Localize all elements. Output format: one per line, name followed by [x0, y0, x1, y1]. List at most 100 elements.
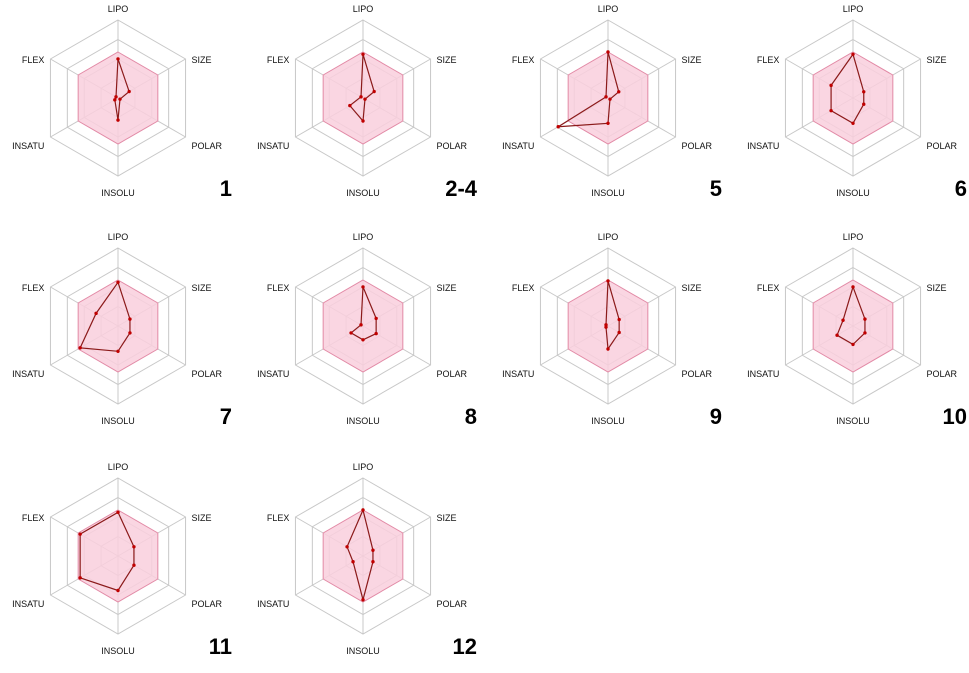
data-point-flex: [829, 83, 833, 88]
radar-chart: LIPO SIZE POLAR INSOLU INSATU FLEX: [502, 232, 712, 426]
data-point-size: [372, 89, 376, 94]
axis-label-lipo: LIPO: [843, 4, 864, 14]
data-point-insolu: [851, 342, 855, 347]
compound-label: 7: [219, 404, 232, 429]
data-point-insatu: [349, 331, 353, 335]
axis-label-lipo: LIPO: [598, 232, 619, 242]
radar-panel-8: LIPO SIZE POLAR INSOLU INSATU FLEX 8: [245, 228, 485, 443]
axis-label-size: SIZE: [927, 283, 947, 293]
axis-label-polar: POLAR: [927, 141, 958, 151]
compound-label: 11: [208, 634, 232, 659]
axis-label-insatu: INSATU: [257, 369, 289, 379]
data-point-insatu: [348, 103, 352, 108]
data-point-polar: [863, 331, 867, 335]
data-point-insatu: [351, 560, 355, 564]
optimal-range-zone: [322, 509, 404, 603]
radar-chart: LIPO SIZE POLAR INSOLU INSATU FLEX: [12, 232, 223, 426]
axis-label-size: SIZE: [682, 283, 702, 293]
axis-label-flex: FLEX: [512, 55, 535, 65]
axis-label-insatu: INSATU: [257, 141, 289, 151]
axis-label-lipo: LIPO: [598, 4, 619, 14]
axis-label-insatu: INSATU: [12, 141, 44, 151]
data-point-lipo: [116, 510, 120, 514]
data-point-size: [127, 89, 131, 94]
axis-label-lipo: LIPO: [108, 232, 129, 242]
axis-label-flex: FLEX: [22, 513, 45, 523]
data-point-insolu: [116, 349, 120, 353]
axis-label-flex: FLEX: [267, 283, 290, 293]
axis-label-insolu: INSOLU: [836, 416, 870, 426]
radar-panel-12: LIPO SIZE POLAR INSOLU INSATU FLEX 12: [245, 458, 485, 673]
axis-label-flex: FLEX: [267, 513, 290, 523]
compound-label: 9: [709, 404, 722, 429]
axis-label-insolu: INSOLU: [836, 188, 870, 198]
axis-label-size: SIZE: [437, 513, 457, 523]
data-point-lipo: [606, 279, 610, 283]
axis-label-insolu: INSOLU: [346, 646, 380, 656]
axis-label-insatu: INSATU: [747, 141, 779, 151]
axis-label-insolu: INSOLU: [591, 188, 625, 198]
radar-panel-2-4: LIPO SIZE POLAR INSOLU INSATU FLEX 2-4: [245, 0, 485, 215]
optimal-range-zone: [812, 51, 894, 145]
axis-label-lipo: LIPO: [353, 4, 374, 14]
data-point-insolu: [361, 598, 365, 602]
optimal-range-zone: [812, 279, 894, 373]
radar-panel-7: LIPO SIZE POLAR INSOLU INSATU FLEX 7: [0, 228, 240, 443]
axis-label-insatu: INSATU: [502, 369, 534, 379]
axis-label-size: SIZE: [437, 55, 457, 65]
axis-label-size: SIZE: [192, 513, 212, 523]
data-point-insolu: [606, 121, 610, 126]
data-point-lipo: [851, 52, 855, 56]
axis-label-flex: FLEX: [22, 283, 45, 293]
radar-chart: LIPO SIZE POLAR INSOLU INSATU FLEX: [747, 4, 958, 198]
data-point-insolu: [361, 338, 365, 342]
radar-panel-5: LIPO SIZE POLAR INSOLU INSATU FLEX 5: [490, 0, 730, 215]
axis-label-polar: POLAR: [192, 141, 223, 151]
axis-label-polar: POLAR: [192, 369, 223, 379]
data-point-insolu: [116, 588, 120, 593]
data-point-flex: [841, 318, 845, 322]
data-point-lipo: [361, 285, 365, 289]
data-point-insatu: [78, 346, 82, 350]
optimal-range-zone: [567, 279, 649, 373]
axis-label-insatu: INSATU: [747, 369, 779, 379]
axis-label-size: SIZE: [437, 283, 457, 293]
data-point-flex: [345, 545, 349, 549]
data-point-size: [132, 545, 136, 549]
data-point-size: [617, 90, 621, 94]
radar-chart: LIPO SIZE POLAR INSOLU INSATU FLEX: [257, 462, 468, 656]
data-point-polar: [371, 560, 375, 564]
axis-label-polar: POLAR: [682, 141, 713, 151]
axis-label-lipo: LIPO: [353, 462, 374, 472]
axis-label-size: SIZE: [927, 55, 947, 65]
data-point-lipo: [116, 280, 120, 284]
data-point-size: [371, 548, 375, 552]
radar-chart: LIPO SIZE POLAR INSOLU INSATU FLEX: [747, 232, 958, 426]
data-point-polar: [862, 102, 866, 106]
axis-label-insolu: INSOLU: [101, 188, 135, 198]
data-point-insatu: [78, 576, 82, 580]
data-point-lipo: [116, 57, 120, 61]
data-point-size: [862, 90, 866, 94]
axis-label-polar: POLAR: [437, 369, 468, 379]
data-point-lipo: [361, 508, 365, 512]
axis-label-lipo: LIPO: [108, 462, 129, 472]
data-point-flex: [604, 95, 608, 99]
data-point-flex: [604, 323, 608, 327]
radar-chart: LIPO SIZE POLAR INSOLU INSATU FLEX: [257, 4, 468, 198]
data-point-insolu: [606, 347, 610, 351]
axis-label-polar: POLAR: [437, 141, 468, 151]
data-point-size: [617, 317, 621, 322]
axis-label-polar: POLAR: [192, 599, 223, 609]
data-point-insolu: [851, 121, 855, 126]
radar-panel-6: LIPO SIZE POLAR INSOLU INSATU FLEX 6: [735, 0, 969, 215]
data-point-polar: [132, 563, 136, 567]
data-point-flex: [78, 532, 82, 536]
axis-label-polar: POLAR: [927, 369, 958, 379]
optimal-range-zone: [567, 51, 649, 145]
axis-label-flex: FLEX: [512, 283, 535, 293]
compound-label: 6: [954, 176, 967, 201]
axis-label-flex: FLEX: [757, 55, 780, 65]
axis-label-polar: POLAR: [437, 599, 468, 609]
